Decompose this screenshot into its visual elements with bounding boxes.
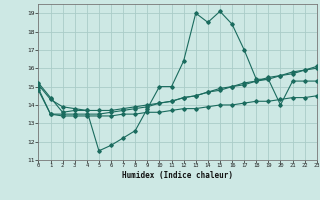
- X-axis label: Humidex (Indice chaleur): Humidex (Indice chaleur): [122, 171, 233, 180]
